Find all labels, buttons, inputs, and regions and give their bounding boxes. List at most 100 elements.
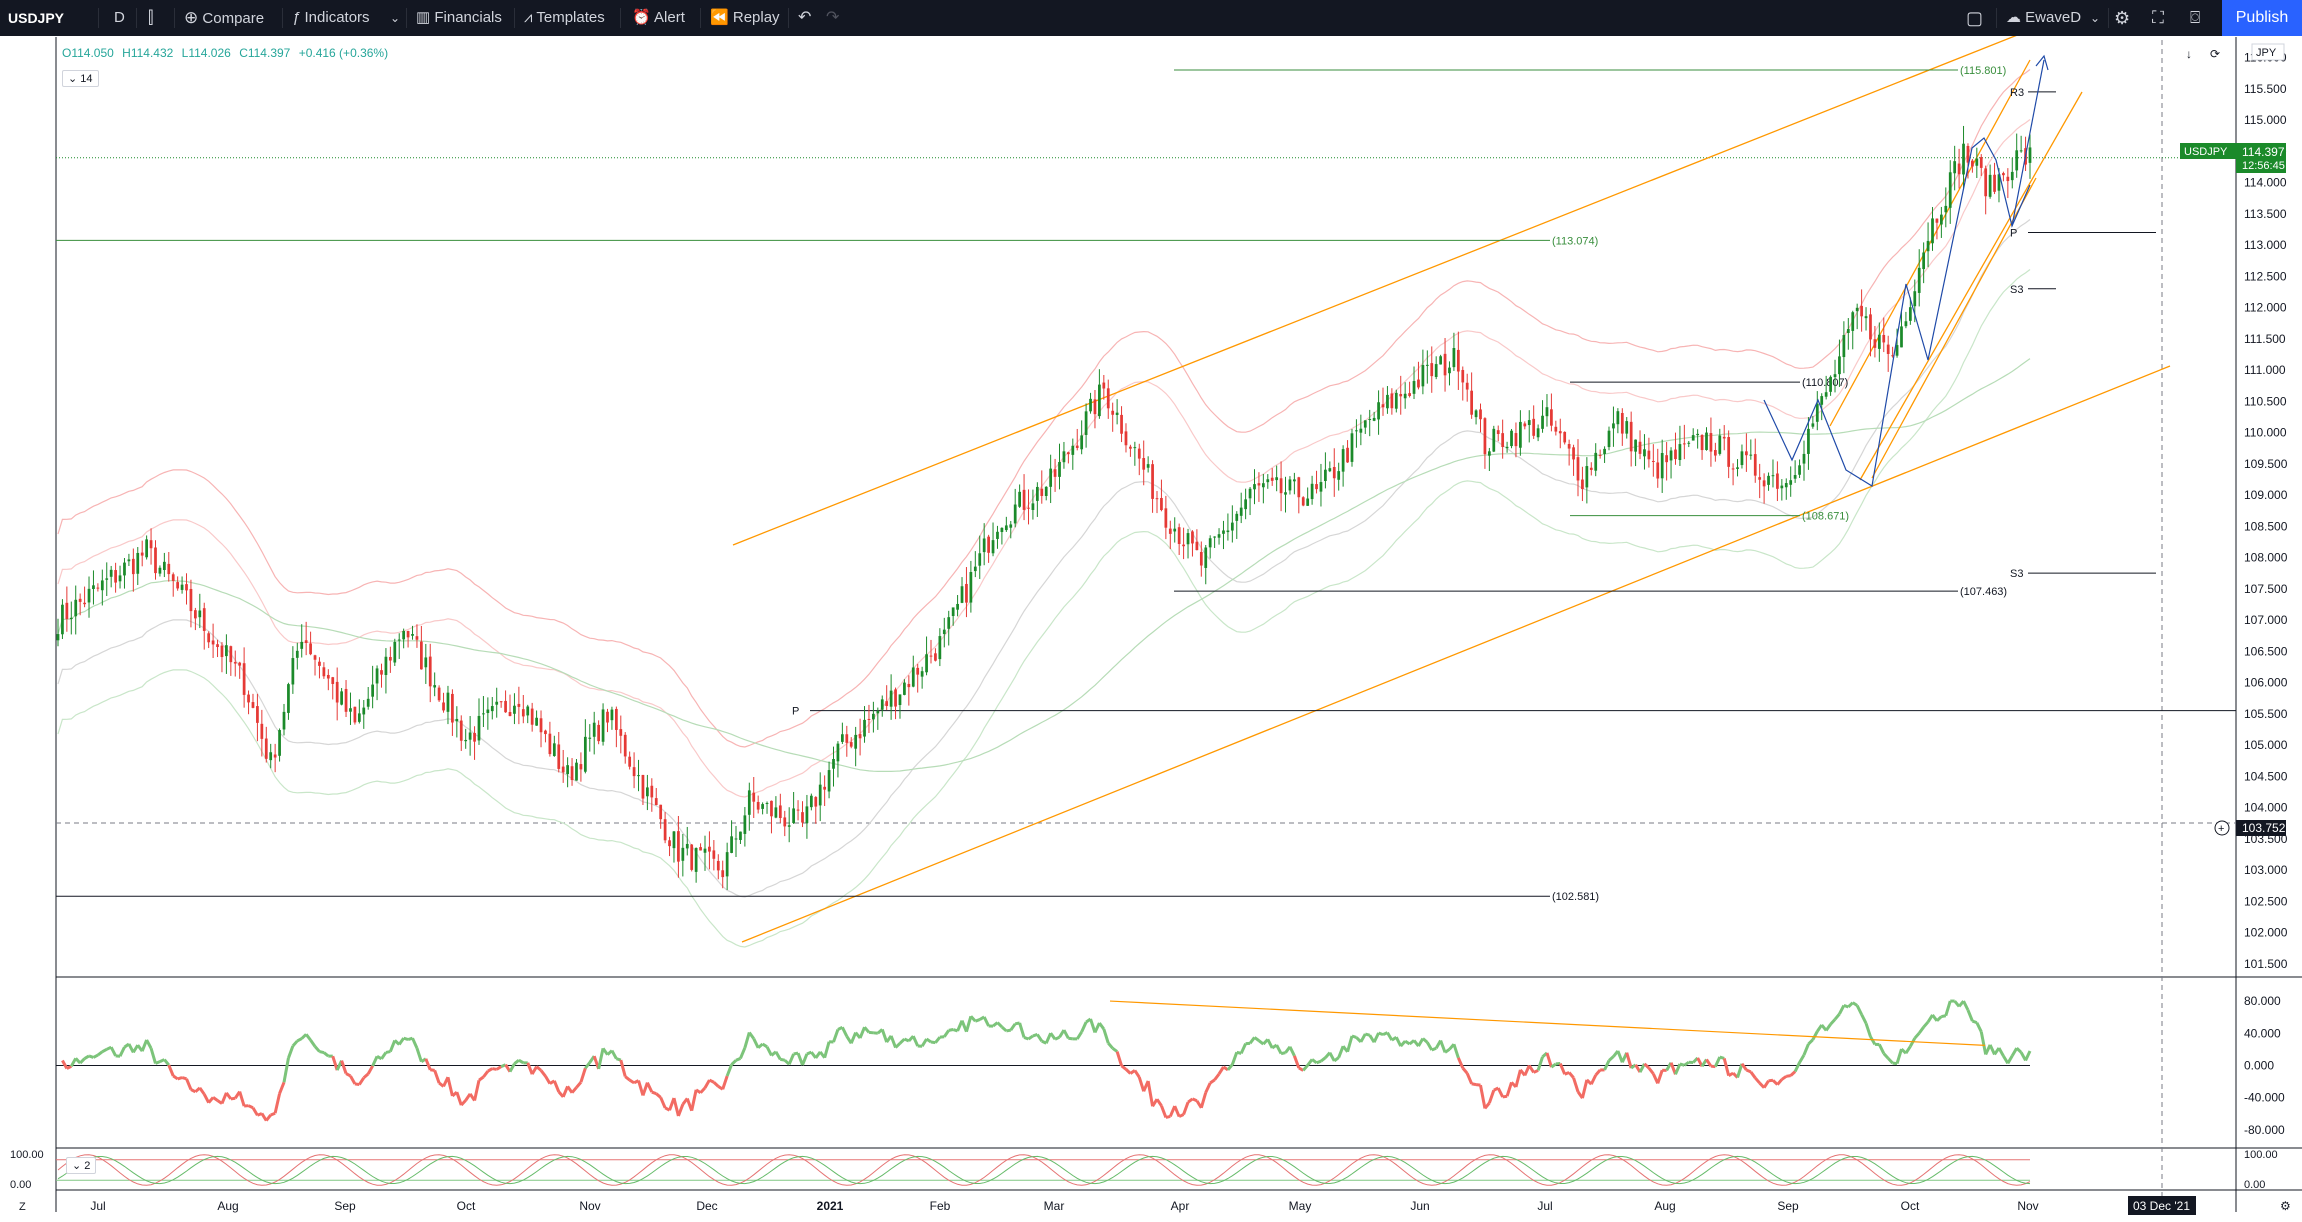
candle-body (1239, 507, 1243, 516)
candle-body (1731, 468, 1735, 470)
chart-type-icon[interactable]: ⫿ (148, 8, 154, 27)
oscillator-segment (163, 1058, 170, 1066)
channel-short-mid[interactable] (1871, 177, 2037, 479)
alert-button[interactable]: ⏰ Alert (632, 0, 685, 36)
oscillator-segment (1860, 1013, 1868, 1024)
candle-body (318, 661, 321, 666)
candle-body (264, 738, 268, 759)
compare-label: Compare (202, 10, 265, 27)
oscillator-segment (376, 1055, 383, 1061)
camera-icon[interactable]: ⌼ (2190, 8, 2201, 27)
refresh-icon[interactable]: ⟳ (2210, 47, 2220, 61)
compare-button[interactable]: ⊕ Compare (184, 0, 264, 36)
oscillator-segment (2015, 1047, 2023, 1054)
fullscreen-box-icon[interactable]: ▢ (1966, 8, 1984, 28)
scroll-down-icon[interactable]: ↓ (2186, 47, 2192, 61)
price-axis[interactable]: 116.000115.500115.000114.500114.000113.5… (2244, 51, 2288, 971)
candle-body (171, 574, 175, 581)
financials-button[interactable]: ▥ Financials (416, 0, 502, 36)
redo-icon[interactable]: ↷ (826, 9, 840, 26)
chart-canvas[interactable]: (115.801) (113.074) (110.807) (108.671) (107… (0, 36, 2302, 1222)
oscillator-segment (1160, 1105, 1168, 1118)
candle-body (1199, 551, 1203, 566)
time-tick-label: Oct (1901, 1199, 1920, 1213)
channel-short-lower[interactable] (1859, 91, 2083, 481)
indicators-button[interactable]: ƒ Indicators (292, 0, 370, 36)
oscillator-segment (1111, 1047, 1119, 1053)
candle-body (340, 691, 343, 705)
candle-body (482, 713, 485, 715)
chevron-down-icon[interactable]: ⌄ (390, 11, 401, 25)
oscillator-segment (1887, 1057, 1894, 1065)
indicator-collapse-button[interactable]: ⌄ 14 (62, 70, 99, 87)
candle-body (100, 580, 104, 591)
expand-icon[interactable]: ⛶ (2152, 8, 2164, 27)
oscillator-segment (1359, 1033, 1367, 1043)
candle-body (2002, 173, 2005, 176)
candle-body (1891, 355, 1894, 357)
candle-body (978, 553, 982, 566)
time-tick-label: Aug (1654, 1199, 1675, 1213)
oscillator-segment (1962, 1000, 1970, 1011)
templates-button[interactable]: ⩘ Templates (524, 0, 605, 36)
divergence-line[interactable] (1109, 1000, 1986, 1046)
oscillator-segment (500, 1063, 507, 1069)
oscillator-segment (1745, 1068, 1752, 1074)
candle-body (402, 631, 406, 640)
gear-icon[interactable]: ⚙ (2114, 8, 2131, 28)
candle-body (1762, 480, 1766, 487)
candle-body (207, 633, 211, 643)
oscillator-segment (1133, 1069, 1141, 1078)
oscillator-segment (106, 1045, 112, 1051)
add-alert-icon[interactable] (2214, 820, 2230, 836)
candle-body (1448, 367, 1451, 374)
wave-zigzag[interactable] (1763, 137, 2031, 487)
channel-short-upper[interactable] (1829, 59, 2031, 427)
candle-body (601, 709, 605, 742)
oscillator-segment (934, 1036, 942, 1044)
oscillator-segment (1452, 1043, 1460, 1059)
oscillator-segment (1564, 1071, 1570, 1076)
oscillator-segment (703, 1079, 711, 1089)
candle-body (433, 685, 437, 688)
oscillator-segment (478, 1075, 485, 1082)
candle-body (83, 602, 86, 605)
rewind-icon: ⏪ (710, 9, 729, 26)
candle-body (1408, 393, 1411, 396)
channel-lower-line[interactable] (741, 365, 2171, 943)
candle-body (1869, 314, 1872, 340)
chevron-down-icon[interactable]: ⌄ (2090, 11, 2101, 25)
candle-body (1115, 412, 1119, 415)
oscillator-segment (1811, 1030, 1819, 1041)
symbol-search[interactable]: USDJPY (8, 10, 65, 26)
candle-body (530, 708, 534, 725)
candle-body (818, 784, 822, 806)
channel-upper-line[interactable] (732, 36, 2030, 546)
oscillator-segment (282, 1057, 290, 1083)
oscillator-segment (712, 1081, 720, 1088)
layout-button[interactable]: ☁ EwaveD (2006, 0, 2081, 36)
wave-arrow[interactable] (2011, 59, 2045, 227)
oscillator-segment (397, 1037, 405, 1046)
oscillator-segment (1558, 1062, 1567, 1075)
interval-button[interactable]: D (114, 9, 125, 26)
settings-icon[interactable]: ⚙ (2280, 1199, 2291, 1213)
undo-icon[interactable]: ↶ (798, 9, 812, 26)
candle-body (269, 752, 273, 761)
auto-scale-icon[interactable]: Z (19, 1201, 26, 1213)
oscillator-collapse-button[interactable]: ⌄ 2 (66, 1157, 97, 1174)
replay-button[interactable]: ⏪ Replay (710, 0, 780, 36)
currency-button[interactable] (2251, 43, 2285, 61)
candle-body (854, 734, 858, 749)
oscillator-segment (1904, 1045, 1912, 1055)
candle-body (1541, 415, 1544, 429)
oscillator-segment (411, 1037, 419, 1049)
oscillator-segment (1487, 1089, 1496, 1104)
high-value: H114.432 (122, 46, 174, 60)
oscillator-segment (433, 1069, 441, 1084)
time-axis[interactable]: Jul Aug Sep Oct Nov Dec 2021 Feb Mar Apr May Jun Jul… (90, 1199, 2038, 1213)
candle-body (420, 641, 423, 670)
layout-name: EwaveD (2025, 9, 2082, 26)
publish-button[interactable]: Publish (2222, 0, 2302, 36)
oscillator-segment (1944, 1000, 1952, 1017)
